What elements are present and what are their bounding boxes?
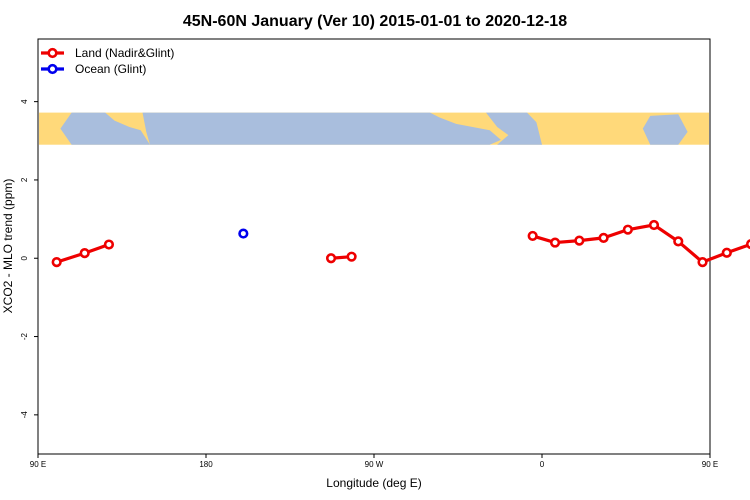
y-axis-label: XCO2 - MLO trend (ppm) xyxy=(1,179,15,314)
data-point xyxy=(103,239,115,250)
data-point xyxy=(598,232,609,243)
y-tick-label: -2 xyxy=(20,332,29,340)
x-axis-label: Longitude (deg E) xyxy=(326,476,421,490)
map-ocean-1 xyxy=(142,112,501,145)
data-point xyxy=(346,251,357,262)
data-point xyxy=(721,247,732,258)
data-point xyxy=(549,237,561,248)
x-tick-label: 90 W xyxy=(365,460,384,469)
x-tick-label: 180 xyxy=(199,460,213,469)
data-point xyxy=(325,253,337,264)
data-point xyxy=(745,239,750,250)
plot-frame xyxy=(37,38,711,455)
legend-marker xyxy=(47,47,58,59)
series-layer xyxy=(51,219,750,268)
map-ocean-2 xyxy=(486,112,542,145)
series-0 xyxy=(51,219,750,268)
legend: Land (Nadir&Glint) Ocean (Glint) xyxy=(41,46,174,76)
map-ocean-0 xyxy=(60,112,150,145)
series-line xyxy=(532,223,750,264)
data-point xyxy=(673,236,684,247)
legend-label: Ocean (Glint) xyxy=(75,62,146,76)
y-tick-label: -4 xyxy=(20,411,29,419)
data-point xyxy=(238,228,249,239)
x-axis: 90 E 180 90 W 0 90 E xyxy=(30,454,718,469)
y-tick-label: 0 xyxy=(20,255,29,260)
data-point xyxy=(574,235,585,246)
y-axis: -4 -2 0 2 4 xyxy=(20,99,38,419)
data-point xyxy=(79,248,90,259)
y-tick-label: 4 xyxy=(20,99,29,104)
data-point xyxy=(648,219,660,231)
legend-marker xyxy=(47,63,58,75)
map-ocean-3 xyxy=(642,114,688,145)
y-tick-label: 2 xyxy=(20,177,29,182)
data-point xyxy=(51,257,62,268)
data-point xyxy=(527,230,538,242)
data-point xyxy=(697,257,708,268)
x-tick-label: 0 xyxy=(540,460,545,469)
legend-label: Land (Nadir&Glint) xyxy=(75,46,174,60)
world-map-strip xyxy=(39,112,709,145)
chart-title: 45N-60N January (Ver 10) 2015-01-01 to 2… xyxy=(183,13,567,30)
x-tick-label: 90 E xyxy=(30,460,46,469)
data-point xyxy=(622,224,633,235)
series-1 xyxy=(238,228,249,239)
x-tick-label: 90 E xyxy=(702,460,718,469)
